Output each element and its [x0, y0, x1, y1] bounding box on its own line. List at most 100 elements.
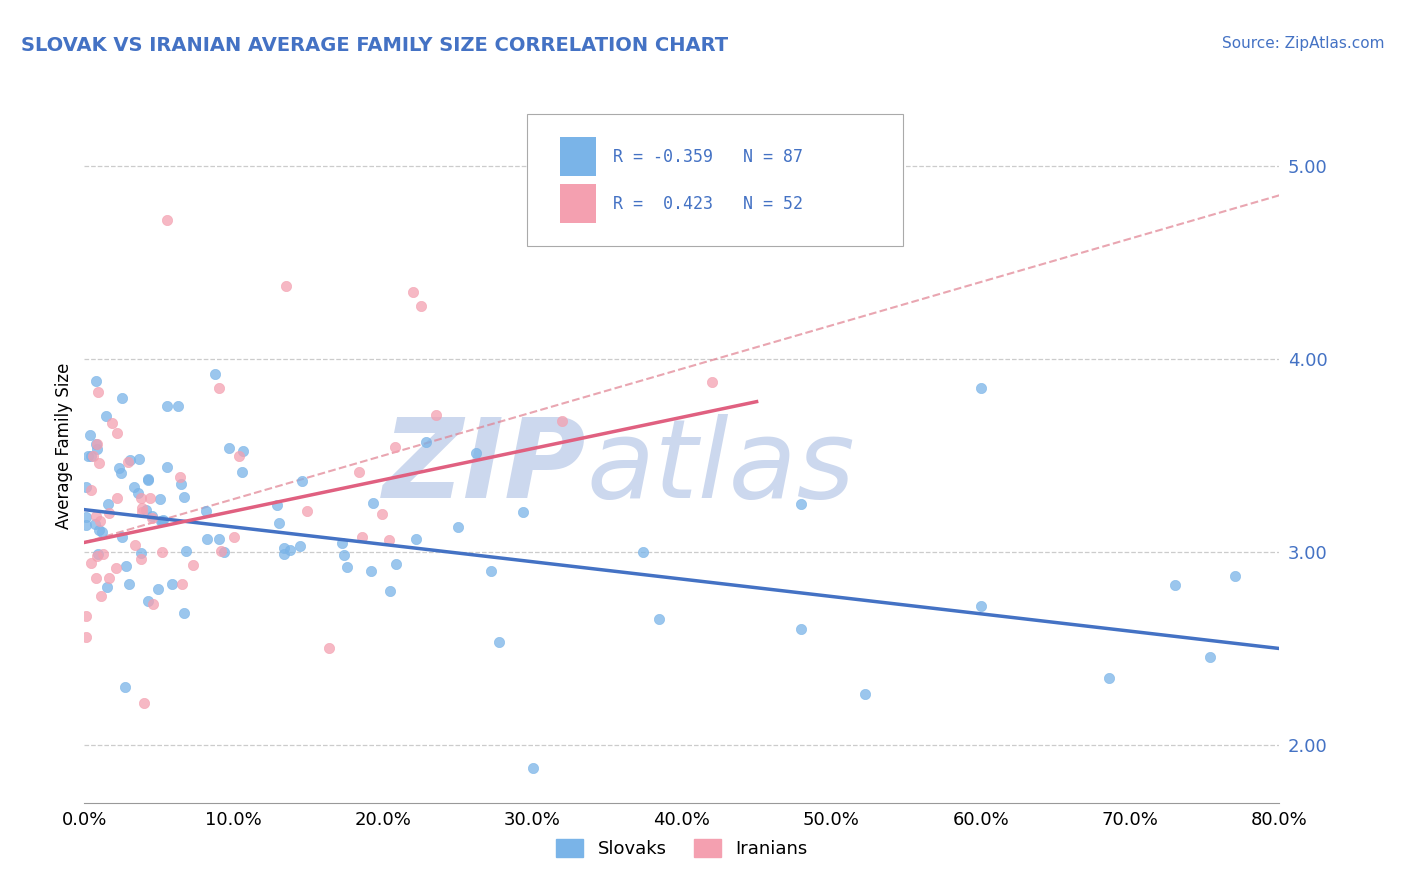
Point	[101, 416, 124, 430]
Point	[136, 594, 159, 608]
Point	[288, 539, 311, 553]
Point	[155, 213, 177, 227]
Point	[970, 381, 993, 395]
Point	[89, 456, 111, 470]
Point	[80, 556, 103, 570]
Point	[228, 449, 250, 463]
Point	[86, 549, 108, 563]
Point	[274, 279, 297, 293]
Point	[91, 525, 114, 540]
Point	[790, 497, 813, 511]
Point	[174, 543, 197, 558]
Point	[267, 516, 290, 530]
Point	[970, 599, 993, 613]
Point	[75, 608, 97, 623]
Point	[93, 547, 115, 561]
Point	[361, 496, 384, 510]
Point	[853, 687, 876, 701]
Point	[129, 552, 152, 566]
Point	[127, 485, 149, 500]
Point	[84, 516, 107, 531]
Point	[79, 428, 101, 442]
Point	[266, 498, 288, 512]
Point	[131, 500, 153, 515]
Point	[1098, 671, 1121, 685]
Point	[136, 472, 159, 486]
Point	[156, 399, 179, 413]
Point	[447, 520, 470, 534]
Point	[84, 509, 107, 524]
Y-axis label: Average Family Size: Average Family Size	[55, 363, 73, 529]
Point	[152, 513, 174, 527]
Point	[1198, 649, 1220, 664]
Point	[297, 503, 319, 517]
Point	[84, 436, 107, 450]
Point	[111, 530, 134, 544]
Point	[384, 440, 406, 454]
Point	[409, 299, 432, 313]
Point	[212, 545, 235, 559]
Point	[139, 491, 162, 505]
Point	[75, 631, 97, 645]
Point	[124, 479, 146, 493]
Point	[380, 583, 402, 598]
Point	[98, 571, 121, 585]
Point	[208, 533, 231, 547]
Point	[405, 532, 427, 546]
Point	[141, 511, 163, 525]
Point	[156, 460, 179, 475]
Point	[551, 414, 574, 428]
Point	[1223, 569, 1246, 583]
Point	[142, 597, 165, 611]
Point	[150, 544, 173, 558]
Point	[80, 483, 103, 497]
Point	[360, 564, 382, 578]
Point	[129, 546, 152, 560]
Point	[97, 497, 120, 511]
Point	[104, 561, 127, 575]
Point	[318, 641, 340, 656]
Point	[118, 452, 141, 467]
Point	[129, 491, 152, 505]
Point	[204, 367, 226, 381]
Point	[108, 460, 131, 475]
Point	[149, 491, 172, 506]
Point	[84, 571, 107, 585]
Point	[465, 446, 488, 460]
FancyBboxPatch shape	[560, 137, 596, 177]
Point	[128, 452, 150, 467]
Text: R =  0.423   N = 52: R = 0.423 N = 52	[613, 194, 803, 212]
Point	[105, 425, 128, 440]
Point	[385, 557, 408, 571]
Point	[96, 580, 118, 594]
Point	[790, 622, 813, 636]
Point	[111, 391, 134, 405]
Point	[160, 576, 183, 591]
Point	[631, 545, 654, 559]
Point	[488, 635, 510, 649]
Point	[347, 465, 370, 479]
Point	[135, 503, 157, 517]
Point	[110, 466, 132, 480]
Point	[1164, 578, 1187, 592]
Point	[87, 547, 110, 561]
Point	[131, 505, 153, 519]
Point	[280, 542, 302, 557]
Point	[224, 530, 246, 544]
Point	[87, 385, 110, 400]
Point	[273, 547, 295, 561]
Point	[479, 565, 502, 579]
Point	[94, 409, 117, 423]
Point	[89, 514, 111, 528]
Point	[181, 558, 204, 572]
Text: SLOVAK VS IRANIAN AVERAGE FAMILY SIZE CORRELATION CHART: SLOVAK VS IRANIAN AVERAGE FAMILY SIZE CO…	[21, 36, 728, 54]
Point	[107, 491, 129, 505]
Point	[75, 518, 97, 533]
Point	[82, 449, 104, 463]
Point	[76, 449, 98, 463]
Point	[231, 465, 253, 479]
Point	[700, 376, 723, 390]
Point	[425, 408, 447, 422]
FancyBboxPatch shape	[560, 184, 596, 223]
Point	[170, 577, 193, 591]
